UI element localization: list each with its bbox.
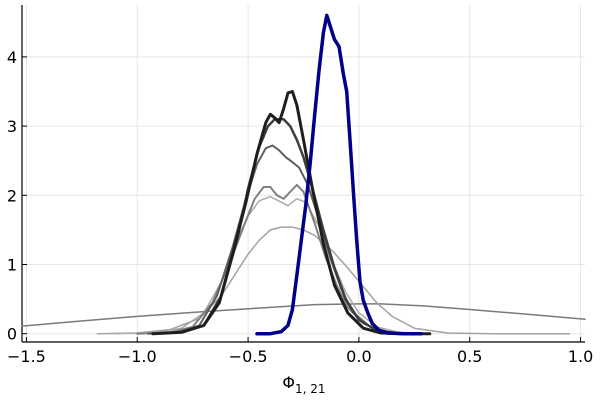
- x-tick-label-5: 1.0: [568, 347, 593, 366]
- density-curve-3: [114, 195, 427, 335]
- x-tick-labels: −1.5 −1.0 −0.5 0.0 0.5 1.0: [7, 347, 593, 366]
- density-curve-8: [255, 13, 423, 336]
- x-tick-label-2: −0.5: [229, 347, 268, 366]
- density-curve-5: [147, 144, 416, 335]
- grid: [22, 5, 585, 342]
- y-tick-label-1: 1: [7, 255, 17, 274]
- y-tick-label-4: 4: [7, 48, 17, 67]
- x-axis-label-symbol: Φ: [282, 373, 295, 392]
- x-tick-label-1: −1.0: [118, 347, 157, 366]
- density-curve-1: [21, 303, 586, 327]
- density-curves: [21, 13, 586, 336]
- x-axis-label: Φ1, 21: [282, 373, 325, 396]
- axes-frame: [21, 5, 585, 343]
- x-axis-label-subscript: 1, 21: [295, 382, 326, 396]
- density-curve-7: [151, 90, 432, 336]
- y-tick-label-0: 0: [7, 325, 17, 344]
- x-tick-label-0: −1.5: [7, 347, 46, 366]
- y-tick-label-3: 3: [7, 117, 17, 136]
- y-tick-labels: 0 1 2 3 4: [7, 48, 17, 344]
- x-tick-label-4: 0.5: [457, 347, 482, 366]
- y-tick-label-2: 2: [7, 186, 17, 205]
- x-tick-label-3: 0.0: [346, 347, 371, 366]
